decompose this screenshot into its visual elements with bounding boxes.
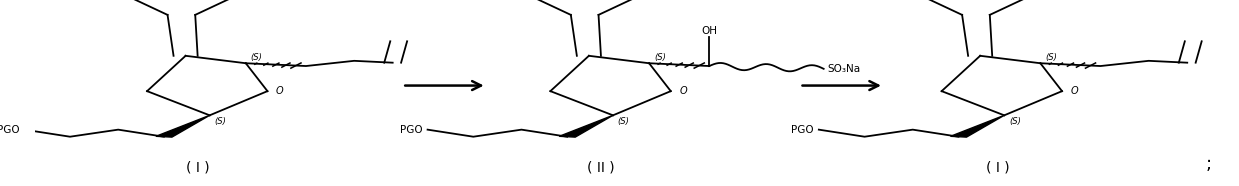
Text: OH: OH: [701, 26, 717, 36]
Polygon shape: [950, 115, 1005, 137]
Text: (S): (S): [1009, 117, 1021, 126]
Text: ;: ;: [1206, 155, 1212, 173]
Polygon shape: [559, 115, 613, 137]
Text: (S): (S): [214, 117, 227, 126]
Text: ( I ): ( I ): [986, 161, 1010, 175]
Text: O: O: [276, 86, 284, 96]
Polygon shape: [156, 115, 209, 137]
Text: PGO: PGO: [400, 125, 422, 135]
Text: O: O: [679, 86, 686, 96]
Text: O: O: [1070, 86, 1078, 96]
Text: (S): (S): [250, 53, 263, 62]
Text: (S): (S): [618, 117, 629, 126]
Text: PGO: PGO: [0, 125, 20, 135]
Text: PGO: PGO: [792, 125, 814, 135]
Text: (S): (S): [1046, 53, 1057, 62]
Text: ( II ): ( II ): [587, 161, 615, 175]
Text: ( I ): ( I ): [186, 161, 209, 175]
Text: SO₃Na: SO₃Na: [828, 64, 860, 74]
Text: (S): (S): [654, 53, 665, 62]
